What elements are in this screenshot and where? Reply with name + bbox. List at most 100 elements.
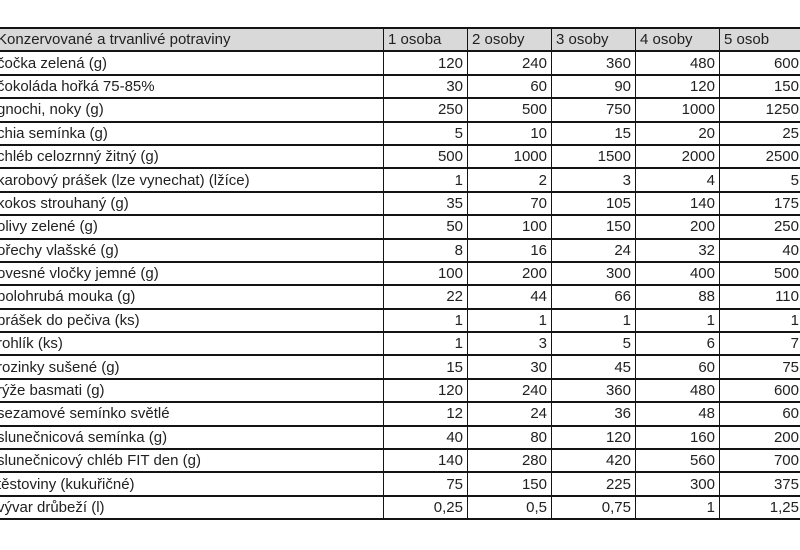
value-cell: 1 xyxy=(467,307,552,334)
value-cell: 200 xyxy=(467,260,552,287)
table-row: slunečnicový chléb FIT den (g) 140 280 420 5… xyxy=(0,448,800,474)
value-cell: 70 xyxy=(467,190,552,217)
value-cell: 44 xyxy=(467,284,552,310)
value-cell: 1 xyxy=(383,167,468,193)
table-row: gnochi, noky (g) 250 500 750 1000 1250 xyxy=(0,97,800,123)
value-cell: 2500 xyxy=(719,143,800,170)
value-cell: 25 xyxy=(719,120,800,146)
table-row: vývar drůbeží (l) 0,25 0,5 0,75 1 1,25 xyxy=(0,494,800,521)
column-header-4-persons: 4 osoby xyxy=(635,26,720,53)
table-row: polohrubá mouka (g) 22 44 66 88 110 xyxy=(0,284,800,310)
value-cell: 45 xyxy=(551,354,636,380)
column-header-1-person: 1 osoba xyxy=(383,26,468,53)
value-cell: 0,25 xyxy=(383,494,468,521)
value-cell: 90 xyxy=(551,73,636,100)
value-cell: 16 xyxy=(467,237,552,263)
value-cell: 120 xyxy=(551,424,636,451)
value-cell: 250 xyxy=(383,97,468,123)
row-label-cell: sezamové semínko světlé xyxy=(0,401,384,427)
value-cell: 240 xyxy=(467,377,552,404)
value-cell: 80 xyxy=(467,424,552,451)
value-cell: 100 xyxy=(467,214,552,240)
table-row: sezamové semínko světlé 12 24 36 48 60 xyxy=(0,401,800,427)
value-cell: 360 xyxy=(551,377,636,404)
table-row: ovesné vločky jemné (g) 100 200 300 400 500 xyxy=(0,260,800,287)
value-cell: 560 xyxy=(635,448,720,474)
value-cell: 88 xyxy=(635,284,720,310)
row-label-cell: karobový prášek (lze vynechat) (lžíce) xyxy=(0,167,384,193)
table-row: olivy zelené (g) 50 100 150 200 250 xyxy=(0,214,800,240)
value-cell: 24 xyxy=(467,401,552,427)
value-cell: 150 xyxy=(551,214,636,240)
table-row: prášek do pečiva (ks) 1 1 1 1 1 xyxy=(0,307,800,334)
value-cell: 100 xyxy=(383,260,468,287)
value-cell: 2000 xyxy=(635,143,720,170)
table-row: rozinky sušené (g) 15 30 45 60 75 xyxy=(0,354,800,380)
value-cell: 480 xyxy=(635,50,720,76)
row-label-cell: slunečnicový chléb FIT den (g) xyxy=(0,448,384,474)
value-cell: 1 xyxy=(383,331,468,357)
table-row: kokos strouhaný (g) 35 70 105 140 175 xyxy=(0,190,800,217)
value-cell: 140 xyxy=(635,190,720,217)
value-cell: 2 xyxy=(467,167,552,193)
table-row: chia semínka (g) 5 10 15 20 25 xyxy=(0,120,800,146)
value-cell: 15 xyxy=(551,120,636,146)
value-cell: 750 xyxy=(551,97,636,123)
value-cell: 300 xyxy=(635,471,720,497)
table-row: chléb celozrnný žitný (g) 500 1000 1500 2000… xyxy=(0,143,800,170)
value-cell: 200 xyxy=(635,214,720,240)
value-cell: 30 xyxy=(467,354,552,380)
table-row: těstoviny (kukuřičné) 75 150 225 300 375 xyxy=(0,471,800,497)
value-cell: 250 xyxy=(719,214,800,240)
value-cell: 30 xyxy=(383,73,468,100)
value-cell: 700 xyxy=(719,448,800,474)
value-cell: 300 xyxy=(551,260,636,287)
value-cell: 36 xyxy=(551,401,636,427)
value-cell: 1 xyxy=(635,494,720,521)
column-header-2-persons: 2 osoby xyxy=(467,26,552,53)
value-cell: 40 xyxy=(383,424,468,451)
value-cell: 120 xyxy=(383,50,468,76)
value-cell: 5 xyxy=(383,120,468,146)
value-cell: 3 xyxy=(467,331,552,357)
value-cell: 600 xyxy=(719,377,800,404)
row-label-cell: rýže basmati (g) xyxy=(0,377,384,404)
value-cell: 175 xyxy=(719,190,800,217)
table-row: rýže basmati (g) 120 240 360 480 600 xyxy=(0,377,800,404)
value-cell: 150 xyxy=(719,73,800,100)
value-cell: 500 xyxy=(719,260,800,287)
value-cell: 120 xyxy=(383,377,468,404)
row-label-cell: chléb celozrnný žitný (g) xyxy=(0,143,384,170)
table-row: slunečnicová semínka (g) 40 80 120 160 200 xyxy=(0,424,800,451)
value-cell: 280 xyxy=(467,448,552,474)
value-cell: 40 xyxy=(719,237,800,263)
value-cell: 5 xyxy=(719,167,800,193)
value-cell: 225 xyxy=(551,471,636,497)
value-cell: 120 xyxy=(635,73,720,100)
value-cell: 105 xyxy=(551,190,636,217)
value-cell: 75 xyxy=(719,354,800,380)
value-cell: 1,25 xyxy=(719,494,800,521)
value-cell: 75 xyxy=(383,471,468,497)
value-cell: 500 xyxy=(467,97,552,123)
value-cell: 60 xyxy=(467,73,552,100)
value-cell: 22 xyxy=(383,284,468,310)
food-quantities-table: Konzervované a trvanlivé potraviny 1 oso… xyxy=(0,26,800,521)
value-cell: 1250 xyxy=(719,97,800,123)
value-cell: 10 xyxy=(467,120,552,146)
value-cell: 360 xyxy=(551,50,636,76)
row-label-cell: chia semínka (g) xyxy=(0,120,384,146)
value-cell: 15 xyxy=(383,354,468,380)
value-cell: 1000 xyxy=(467,143,552,170)
value-cell: 6 xyxy=(635,331,720,357)
value-cell: 8 xyxy=(383,237,468,263)
value-cell: 60 xyxy=(719,401,800,427)
value-cell: 110 xyxy=(719,284,800,310)
value-cell: 160 xyxy=(635,424,720,451)
value-cell: 1000 xyxy=(635,97,720,123)
value-cell: 24 xyxy=(551,237,636,263)
column-header-5-persons: 5 osob xyxy=(719,26,800,53)
value-cell: 400 xyxy=(635,260,720,287)
value-cell: 0,5 xyxy=(467,494,552,521)
value-cell: 200 xyxy=(719,424,800,451)
